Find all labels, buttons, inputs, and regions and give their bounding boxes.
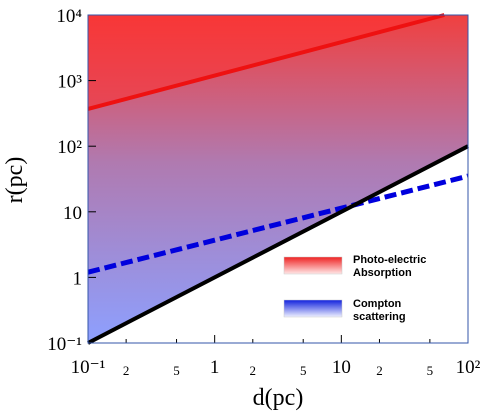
y-tick-label: 10⁴: [56, 6, 82, 27]
x-tick-label: 2: [123, 363, 130, 378]
y-tick-label: 10⁻¹: [47, 334, 82, 355]
x-tick-label: 2: [376, 363, 383, 378]
y-tick-label: 10³: [57, 72, 82, 93]
x-tick-label: 5: [427, 363, 434, 378]
x-tick-label: 5: [300, 363, 307, 378]
data-line: [87, 173, 469, 275]
y-tick-label: 10: [63, 203, 82, 224]
y-tick-label: 1: [73, 268, 83, 289]
legend-label: Photo-electric Absorption: [353, 254, 427, 279]
data-line: [87, 144, 469, 345]
legend-swatch: [283, 256, 343, 275]
legend-swatch: [283, 299, 343, 318]
x-tick-label: 10: [332, 357, 351, 378]
x-tick-label: 2: [250, 363, 257, 378]
y-tick-label: 10²: [57, 137, 82, 158]
x-tick-label: 1: [210, 357, 220, 378]
x-tick-label: 10²: [456, 357, 481, 378]
x-axis-label: d(pc): [253, 385, 304, 411]
x-tick-label: 10⁻¹: [71, 357, 106, 378]
plot-frame: [87, 14, 469, 344]
legend-label: Compton scattering: [353, 298, 406, 323]
region-fill: [88, 15, 468, 343]
data-line: [87, 13, 445, 111]
y-axis-label: r(pc): [2, 157, 28, 204]
x-tick-label: 5: [173, 363, 180, 378]
